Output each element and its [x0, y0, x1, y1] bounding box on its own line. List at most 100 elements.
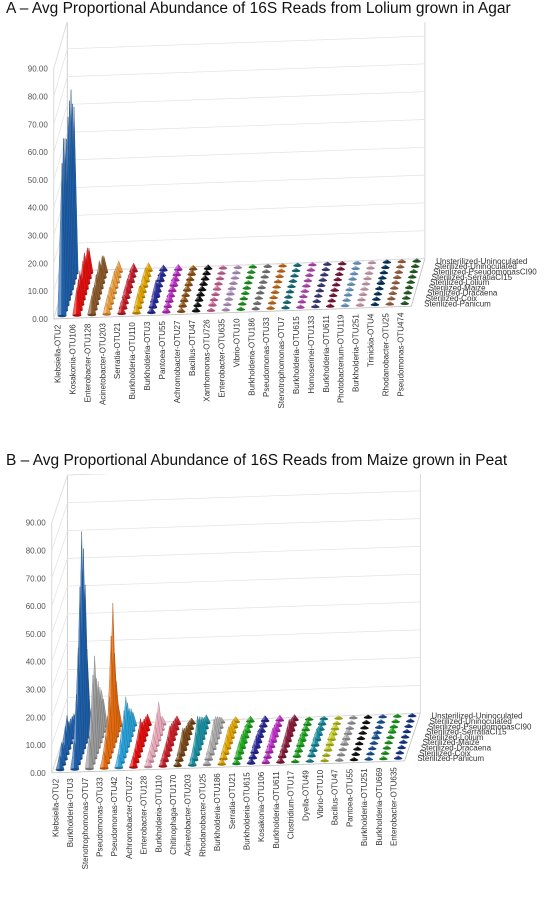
- treatment-label: Sterilized-Uninoculated: [435, 262, 517, 271]
- treatment-label: Sterilized-Coix: [419, 749, 471, 758]
- bar-highlight: [87, 295, 92, 315]
- bars-b: [55, 531, 417, 772]
- bar-base: [57, 314, 67, 318]
- bar-base: [347, 722, 356, 725]
- bar-base: [352, 262, 362, 265]
- bar-highlight: [275, 715, 280, 721]
- z-tick-label: 50.00: [28, 176, 49, 185]
- treatment-label: Sterilized-SerratiaCI15: [426, 728, 507, 737]
- bar-base: [373, 292, 383, 296]
- bar-base: [405, 286, 414, 290]
- bar-base: [376, 721, 386, 724]
- bar-base: [332, 722, 342, 726]
- bar-base: [175, 759, 184, 762]
- z-tick-label: 70.00: [28, 120, 49, 129]
- category-label: Homoserinei-OTU133: [307, 315, 316, 393]
- bar-base: [395, 751, 405, 755]
- bar-base: [285, 290, 295, 294]
- bar-base: [334, 717, 343, 720]
- bar-base: [260, 719, 270, 723]
- bar-highlight: [148, 299, 153, 308]
- bar-base: [363, 277, 372, 281]
- bar-highlight: [168, 285, 173, 292]
- bar-highlight: [263, 752, 268, 758]
- bar-highlight: [118, 297, 124, 309]
- category-label: Rhodanobacter-OTU25: [198, 773, 207, 857]
- treatment-label: Sterilized-Dracaena: [421, 743, 492, 752]
- bar-highlight: [248, 752, 253, 759]
- category-label: Burkholderia-OTU251: [360, 768, 369, 846]
- category-label: Enterobacter-OTU128: [83, 323, 92, 402]
- bar-base: [397, 260, 406, 264]
- bar-highlight: [327, 731, 332, 740]
- bar-base: [305, 760, 315, 763]
- bar-highlight: [55, 756, 60, 770]
- category-label: Acinetobacter-OTU203: [98, 323, 107, 405]
- bar-base: [180, 299, 189, 303]
- chart-b-3d-bars: 0.00 10.00 20.00 30.00 40.00 50.00 60.00 70.00 8…: [26, 474, 532, 869]
- category-label: Pantoea-OTU55: [158, 321, 167, 380]
- bar-base: [336, 753, 346, 757]
- bar-base: [55, 768, 65, 772]
- bar-base: [294, 750, 303, 753]
- bar-base: [85, 767, 94, 771]
- chart-title-b: B – Avg Proportional Abundance of 16S Re…: [6, 452, 508, 469]
- category-label: Burkholderia-OTU611: [322, 315, 331, 393]
- bar-base: [248, 265, 257, 269]
- bar-highlight: [85, 735, 90, 769]
- bar-base: [329, 294, 338, 298]
- category-label: Burkholderia-OTU615: [292, 316, 301, 394]
- bar-base: [386, 736, 395, 740]
- bar-highlight: [147, 307, 152, 313]
- bar-base: [253, 302, 262, 306]
- bar-highlight: [133, 294, 138, 309]
- bar-base: [330, 289, 339, 292]
- bar-base: [261, 761, 270, 765]
- bar-base: [351, 753, 360, 756]
- bar-highlight: [278, 748, 283, 758]
- treatment-label: Sterilized-Lolium: [424, 733, 483, 742]
- bar-base: [391, 281, 400, 285]
- category-label: Kosakonia-OTU106: [69, 324, 78, 395]
- bar-base: [263, 756, 272, 759]
- bar-base: [389, 725, 399, 729]
- bar-base: [159, 269, 168, 272]
- category-label: Xanthomonas-OTU726: [203, 319, 212, 402]
- bar-base: [173, 764, 182, 768]
- treatment-label: Sterilized-Maize: [429, 283, 486, 292]
- bar-base: [312, 300, 321, 303]
- bar-base: [306, 269, 316, 272]
- bar-base: [278, 264, 287, 268]
- bar-highlight: [235, 742, 240, 754]
- bar-base: [343, 294, 353, 297]
- bar-base: [102, 313, 111, 316]
- bar-base: [275, 275, 284, 279]
- bar-highlight: [183, 285, 188, 291]
- bar-base: [194, 299, 204, 302]
- bar-highlight: [221, 742, 226, 754]
- bar-base: [385, 303, 394, 306]
- bar-base: [177, 310, 186, 314]
- z-tick-label: 60.00: [28, 148, 49, 157]
- bar-base: [248, 756, 258, 760]
- bar-highlight: [202, 759, 207, 765]
- bar-base: [259, 725, 268, 728]
- bar-highlight: [219, 750, 224, 760]
- bar-base: [340, 304, 350, 308]
- bar-base: [403, 291, 412, 295]
- bar-base: [262, 270, 271, 274]
- bar-base: [303, 279, 313, 283]
- bar-base: [402, 730, 412, 734]
- bar-base: [217, 763, 226, 766]
- bar-base: [404, 725, 413, 728]
- bar-highlight: [57, 163, 62, 316]
- z-tick-label: 60.00: [26, 602, 47, 611]
- bar-highlight: [180, 295, 185, 302]
- bar-base: [206, 309, 216, 313]
- bar-highlight: [301, 724, 306, 731]
- bar-base: [362, 721, 371, 725]
- bar-base: [357, 298, 366, 302]
- bar-base: [353, 748, 362, 751]
- bar-base: [256, 291, 265, 295]
- bar-base: [375, 726, 384, 729]
